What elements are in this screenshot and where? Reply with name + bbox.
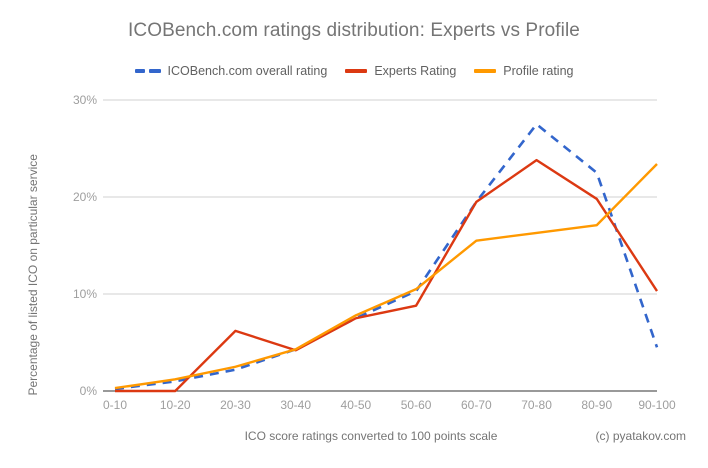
x-tick-label: 0-10 <box>103 398 127 412</box>
legend-swatch-icon <box>134 69 161 73</box>
series-line[interactable] <box>115 158 659 393</box>
attribution-label: (c) pyatakov.com <box>595 429 686 443</box>
legend-label: Profile rating <box>503 64 574 78</box>
x-tick-label: 80-90 <box>581 398 612 412</box>
legend-entry[interactable]: ICOBench.com overall rating <box>134 64 328 78</box>
series-line[interactable] <box>114 122 659 391</box>
y-tick-label: 10% <box>73 287 97 301</box>
legend-label: Experts Rating <box>374 64 457 78</box>
legend-swatch-icon <box>345 69 368 73</box>
x-tick-label: 90-100 <box>638 398 676 412</box>
legend-entry[interactable]: Experts Rating <box>345 64 456 78</box>
y-tick-label: 20% <box>73 190 97 204</box>
x-tick-label: 60-70 <box>461 398 492 412</box>
x-tick-label: 40-50 <box>341 398 372 412</box>
y-tick-label: 0% <box>80 384 98 398</box>
y-axis-title: Percentage of listed ICO on particular s… <box>26 154 40 396</box>
chart-title: ICOBench.com ratings distribution: Exper… <box>128 20 580 41</box>
y-tick-label: 30% <box>73 93 97 107</box>
x-tick-label: 70-80 <box>521 398 552 412</box>
legend-entry[interactable]: Profile rating <box>474 64 573 78</box>
x-axis-title: ICO score ratings converted to 100 point… <box>244 429 498 443</box>
series-line[interactable] <box>114 163 658 390</box>
legend-swatch-icon <box>474 69 497 73</box>
x-tick-label: 10-20 <box>160 398 191 412</box>
chart-legend: ICOBench.com overall rating Experts Ratin… <box>0 64 708 78</box>
x-tick-label: 20-30 <box>220 398 251 412</box>
x-tick-label: 50-60 <box>401 398 432 412</box>
x-tick-label: 30-40 <box>280 398 311 412</box>
legend-label: ICOBench.com overall rating <box>167 64 328 78</box>
